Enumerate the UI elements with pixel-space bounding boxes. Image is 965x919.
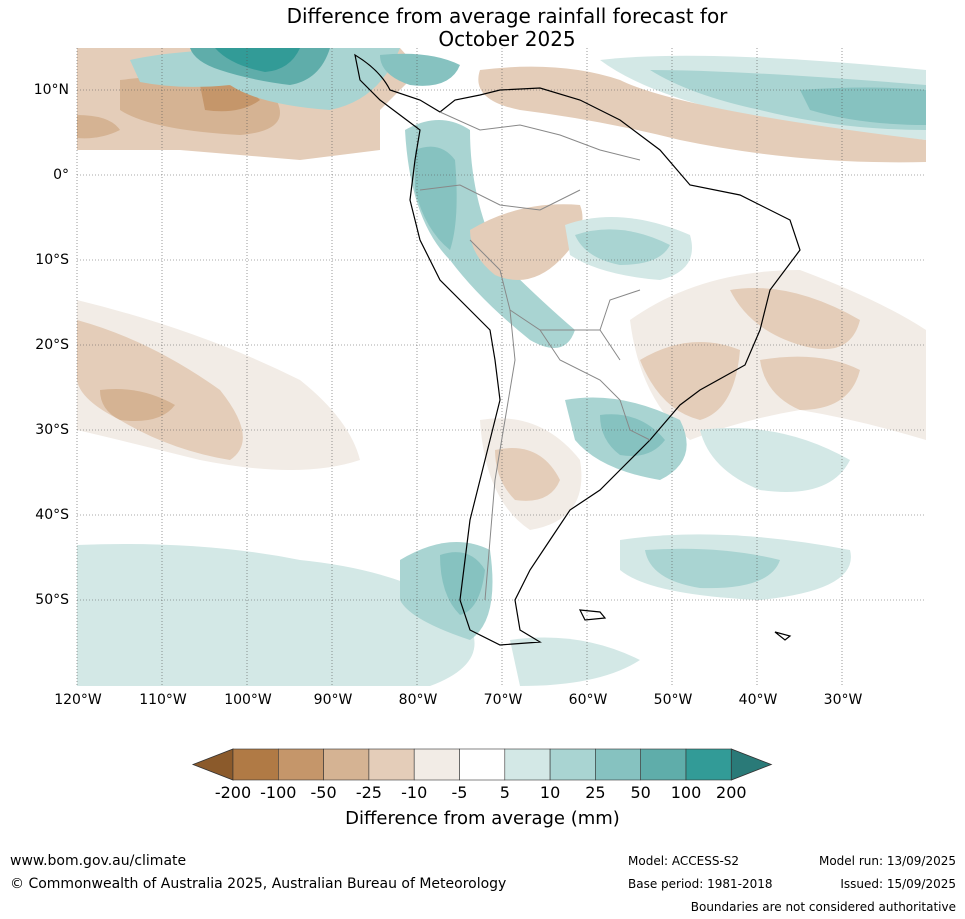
colorbar-cell (685, 748, 732, 781)
colorbar-cell (413, 748, 460, 781)
border (419, 184, 581, 211)
colorbar-tick-label: -100 (260, 783, 297, 802)
lat-label-40s: 40°S (35, 507, 69, 523)
lon-label-120w: 120°W (54, 692, 102, 708)
colorbar-cell (504, 748, 551, 781)
south-america-coast (354, 53, 801, 646)
colorbar-title: Difference from average (mm) (345, 808, 620, 829)
dry-region (760, 356, 860, 410)
colorbar-tick-label: -25 (355, 783, 382, 802)
dry-region (478, 66, 926, 163)
rainfall-anomaly-map (76, 48, 926, 686)
wet-region (77, 544, 475, 686)
colorbar-tick-label: 50 (630, 783, 651, 802)
footer-copyright: © Commonwealth of Australia 2025, Austra… (10, 876, 507, 892)
border (539, 329, 651, 441)
wet-region (645, 548, 780, 589)
lat-label-20s: 20°S (35, 337, 69, 353)
lon-label-80w: 80°W (398, 692, 438, 708)
colorbar-tick-label: 100 (670, 783, 702, 802)
border (469, 239, 621, 361)
dry-region (100, 389, 175, 421)
colorbar-tick-label: -10 (401, 783, 428, 802)
colorbar-tick-label: 10 (539, 783, 561, 802)
footer-disclaimer: Boundaries are not considered authoritat… (690, 900, 956, 914)
lon-label-110w: 110°W (139, 692, 187, 708)
falkland-islands (578, 609, 607, 621)
lon-label-100w: 100°W (224, 692, 272, 708)
colorbar-tick-label: -200 (214, 783, 252, 802)
wet-region (380, 53, 460, 86)
dry-region (640, 342, 740, 420)
colorbar-tick-label: 5 (499, 783, 510, 802)
colorbar-cell (368, 748, 415, 781)
wet-region (215, 48, 300, 72)
colorbar-tick-label: 25 (585, 783, 606, 802)
lon-label-70w: 70°W (483, 692, 523, 708)
dry-region (77, 320, 243, 460)
wet-region (575, 229, 670, 265)
wet-region (600, 414, 665, 456)
colorbar-cell (549, 748, 596, 781)
lat-label-30s: 30°S (35, 422, 69, 438)
country-borders (419, 111, 651, 601)
wet-region (510, 637, 640, 686)
colorbar-cell (232, 748, 279, 781)
dry-region (470, 204, 583, 280)
colorbar-cell (640, 748, 687, 781)
footer-model-run: Model run: 13/09/2025 (818, 854, 956, 868)
colorbar-extend-low (191, 748, 234, 781)
coastline (354, 53, 801, 646)
lon-label-30w: 30°W (823, 692, 863, 708)
lat-label-0: 0° (53, 167, 69, 183)
border (439, 111, 641, 161)
lat-label-10s: 10°S (35, 252, 69, 268)
lon-label-50w: 50°W (653, 692, 693, 708)
footer-base-period: Base period: 1981-2018 (628, 877, 773, 891)
border (484, 309, 516, 601)
wet-region (700, 428, 850, 492)
colorbar-cell (595, 748, 642, 781)
graticule (76, 48, 926, 686)
map-title-line-2: October 2025 (438, 27, 576, 51)
colorbar-cells (191, 748, 773, 781)
lat-label-10n: 10°N (33, 82, 69, 98)
dry-region (495, 448, 560, 501)
colorbar-cell (277, 748, 324, 781)
colorbar-tick-label: 200 (716, 783, 747, 802)
lat-label-50s: 50°S (35, 592, 69, 608)
colorbar-extend-high (730, 748, 773, 781)
colorbar-tick-label: -5 (451, 783, 468, 802)
dry-region (77, 115, 120, 139)
colorbar-tick-label: -50 (310, 783, 337, 802)
colorbar-cell (459, 748, 506, 781)
colorbar-cell (323, 748, 370, 781)
anomaly-shading (77, 48, 926, 686)
lon-label-40w: 40°W (738, 692, 778, 708)
lon-label-90w: 90°W (313, 692, 353, 708)
border (599, 289, 641, 331)
map-title-line-1: Difference from average rainfall forecas… (286, 4, 728, 28)
footer-url: www.bom.gov.au/climate (10, 853, 187, 869)
wet-region (415, 146, 457, 250)
footer-model: Model: ACCESS-S2 (628, 854, 740, 868)
lon-label-60w: 60°W (568, 692, 608, 708)
south-georgia (774, 631, 792, 641)
wet-region (800, 87, 926, 125)
dry-region (730, 288, 860, 350)
footer-issued: Issued: 15/09/2025 (840, 877, 956, 891)
